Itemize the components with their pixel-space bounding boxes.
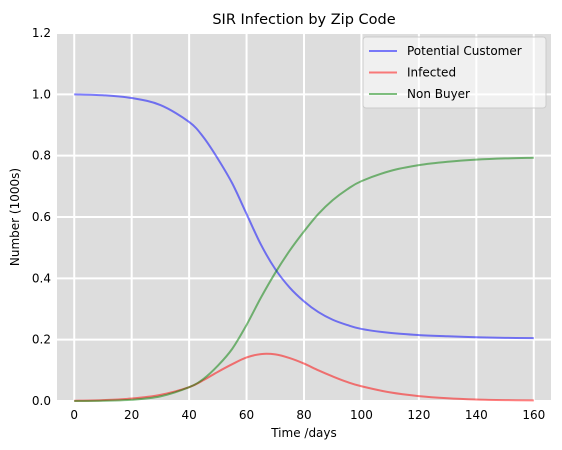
y-tick-label: 0.2 bbox=[32, 333, 51, 347]
x-tick-label: 60 bbox=[239, 408, 254, 422]
legend-label: Potential Customer bbox=[407, 44, 522, 58]
y-tick-label: 0.4 bbox=[32, 271, 51, 285]
x-tick-label: 40 bbox=[181, 408, 196, 422]
x-tick-label: 0 bbox=[70, 408, 78, 422]
x-axis-label: Time /days bbox=[270, 426, 337, 440]
legend-box bbox=[362, 36, 547, 109]
x-tick-label: 100 bbox=[350, 408, 373, 422]
y-tick-label: 0.8 bbox=[32, 149, 51, 163]
legend: Potential Customer Infected Non Buyer bbox=[362, 36, 547, 109]
y-axis-ticks: 0.0 0.2 0.4 0.6 0.8 1.0 1.2 bbox=[32, 26, 51, 408]
chart-title: SIR Infection by Zip Code bbox=[212, 12, 395, 28]
series-line-non-buyer bbox=[74, 156, 534, 402]
y-axis-label: Number (1000s) bbox=[8, 168, 22, 266]
grid-lines bbox=[57, 32, 551, 402]
x-tick-label: 20 bbox=[124, 408, 139, 422]
x-tick-label: 160 bbox=[522, 408, 545, 422]
x-tick-label: 120 bbox=[407, 408, 430, 422]
series-lines bbox=[74, 93, 534, 402]
legend-label: Non Buyer bbox=[407, 87, 470, 101]
y-tick-label: 1.0 bbox=[32, 87, 51, 101]
series-line-potential-customer bbox=[74, 93, 534, 340]
legend-label: Infected bbox=[407, 66, 456, 80]
y-tick-label: 0.6 bbox=[32, 210, 51, 224]
legend-items: Potential Customer Infected Non Buyer bbox=[369, 44, 522, 101]
x-tick-label: 140 bbox=[465, 408, 488, 422]
x-tick-label: 80 bbox=[296, 408, 311, 422]
y-tick-label: 1.2 bbox=[32, 26, 51, 40]
y-tick-label: 0.0 bbox=[32, 394, 51, 408]
x-axis-ticks: 0 20 40 60 80 100 120 140 160 bbox=[70, 408, 545, 422]
